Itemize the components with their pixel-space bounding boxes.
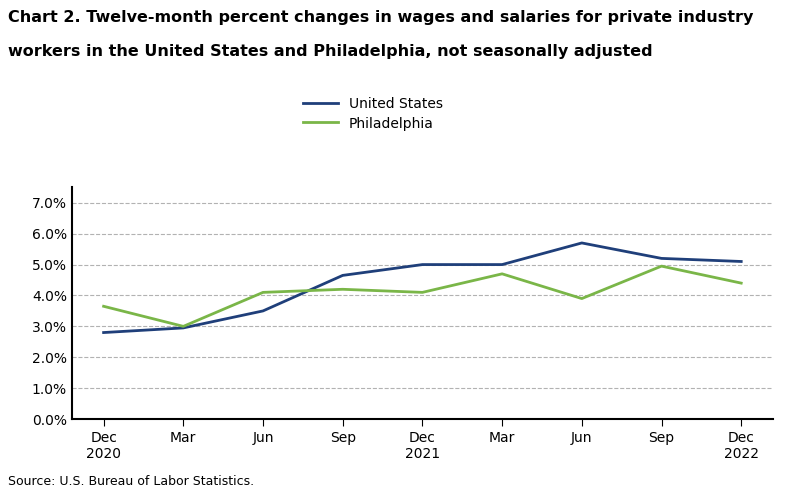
Text: Source: U.S. Bureau of Labor Statistics.: Source: U.S. Bureau of Labor Statistics. xyxy=(8,475,254,488)
Legend: United States, Philadelphia: United States, Philadelphia xyxy=(303,97,443,131)
Text: Chart 2. Twelve-month percent changes in wages and salaries for private industry: Chart 2. Twelve-month percent changes in… xyxy=(8,10,753,25)
Text: workers in the United States and Philadelphia, not seasonally adjusted: workers in the United States and Philade… xyxy=(8,44,653,59)
